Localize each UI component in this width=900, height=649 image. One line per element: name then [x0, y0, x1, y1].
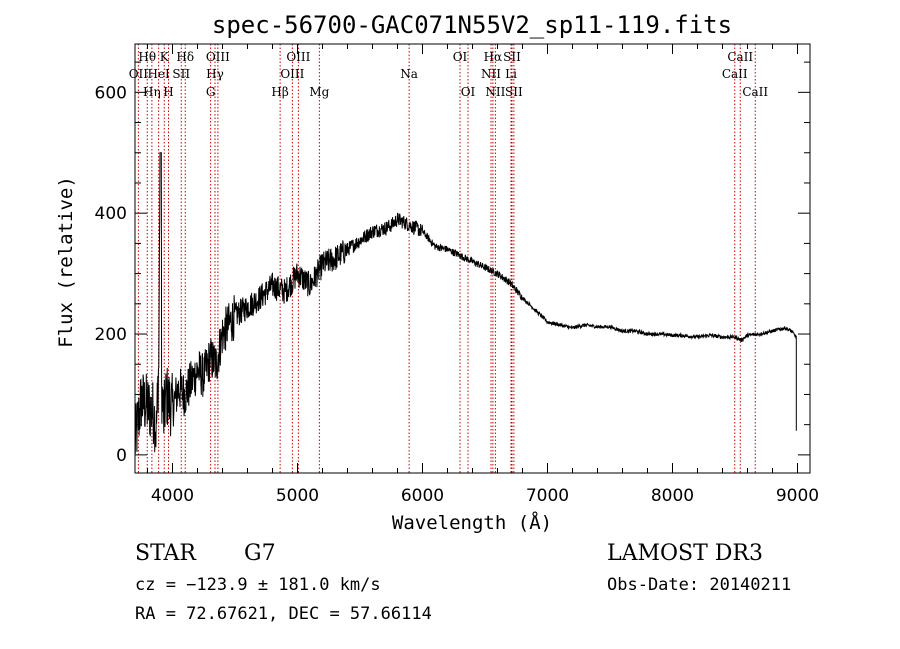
- line-label-7: Hδ: [176, 50, 194, 64]
- line-label-24: CaII: [722, 67, 748, 81]
- spectrum-line: [134, 152, 797, 454]
- x-tick-label-4: 8000: [651, 486, 694, 506]
- line-label-11: Hβ: [271, 85, 288, 99]
- line-label-10: OIII: [206, 50, 230, 64]
- line-label-16: OI: [453, 50, 468, 64]
- line-label-8: G: [206, 85, 216, 99]
- subclass: G7: [244, 541, 276, 566]
- y-axis-label: Flux (relative): [55, 176, 77, 348]
- y-tick-label-0: 0: [116, 446, 127, 466]
- spectral-line-labels: OII Hθ Hη HeI K H SII Hδ G Hγ OIII Hβ OIII OIII Mg Na OI…: [129, 50, 769, 99]
- line-label-17: OI: [461, 85, 476, 99]
- object-type: STAR: [135, 541, 197, 566]
- line-label-14: Mg: [309, 85, 329, 99]
- line-label-6: SII: [172, 67, 190, 81]
- line-label-0: OII: [129, 67, 149, 81]
- x-axis-ticks: 4000 5000 6000 7000 8000 9000: [147, 44, 819, 506]
- x-axis-label: Wavelength (Å): [392, 511, 552, 534]
- line-label-22: SII: [503, 50, 521, 64]
- line-label-15: Na: [400, 67, 418, 81]
- x-tick-label-3: 7000: [526, 486, 569, 506]
- y-axis-ticks: 0 200 400 600: [95, 61, 810, 466]
- survey-name: LAMOST DR3: [607, 541, 763, 566]
- line-label-9: Hγ: [206, 67, 224, 81]
- x-tick-label-1: 5000: [276, 486, 319, 506]
- y-tick-label-3: 600: [95, 83, 127, 103]
- line-label-20: NII: [485, 85, 505, 99]
- line-label-25: CaII: [727, 50, 753, 64]
- line-label-5: H: [163, 85, 173, 99]
- line-label-12: OIII: [280, 67, 304, 81]
- line-label-2: Hη: [143, 85, 161, 99]
- x-tick-label-5: 9000: [776, 486, 819, 506]
- line-label-13: OIII: [286, 50, 310, 64]
- spectral-line-markers: [137, 44, 756, 473]
- x-tick-label-2: 6000: [401, 486, 444, 506]
- y-tick-label-1: 200: [95, 325, 127, 345]
- line-label-4: K: [160, 50, 170, 64]
- line-label-23: SII: [505, 85, 523, 99]
- redshift-line: cz = −123.9 ± 181.0 km/s: [135, 575, 381, 595]
- line-label-1: Hθ: [138, 50, 156, 64]
- x-tick-label-0: 4000: [151, 486, 194, 506]
- line-label-26: CaII: [742, 85, 768, 99]
- line-label-3: HeI: [147, 67, 170, 81]
- line-label-18: NII: [481, 67, 501, 81]
- plot-frame: [134, 43, 811, 474]
- obs-date: Obs-Date: 20140211: [607, 575, 791, 595]
- chart-title: spec-56700-GAC071N55V2_sp11-119.fits: [212, 11, 732, 39]
- line-label-21: Li: [505, 67, 517, 81]
- coordinates-line: RA = 72.67621, DEC = 57.66114: [135, 604, 432, 624]
- line-label-19: Hα: [484, 50, 503, 64]
- y-tick-label-2: 400: [95, 204, 127, 224]
